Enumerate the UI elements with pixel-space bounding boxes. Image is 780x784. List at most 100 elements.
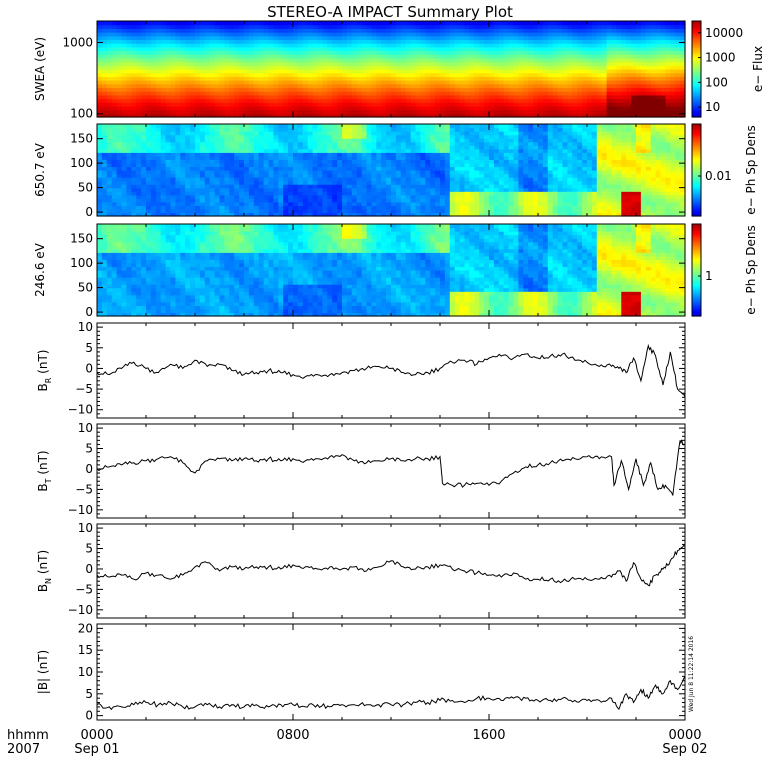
spectrogram-cell — [107, 32, 113, 36]
spectrogram-cell — [278, 106, 284, 110]
spectrogram-cell — [479, 32, 485, 36]
spectrogram-cell — [577, 36, 583, 40]
spectrogram-cell — [563, 21, 569, 25]
spectrogram-cell — [141, 181, 147, 185]
spectrogram-cell — [112, 102, 118, 106]
spectrogram-cell — [151, 36, 157, 40]
spectrogram-cell — [572, 36, 578, 40]
spectrogram-cell — [357, 181, 363, 185]
spectrogram-cell — [386, 191, 392, 195]
spectrogram-cell — [332, 99, 338, 103]
spectrogram-cell — [371, 195, 377, 199]
spectrogram-cell — [641, 43, 647, 47]
spectrogram-cell — [567, 80, 573, 84]
spectrogram-cell — [122, 174, 128, 178]
spectrogram-cell — [180, 36, 186, 40]
spectrogram-cell — [371, 43, 377, 47]
spectrogram-cell — [371, 54, 377, 58]
spectrogram-cell — [445, 73, 451, 77]
spectrogram-cell — [597, 84, 603, 88]
spectrogram-cell — [587, 99, 593, 103]
spectrogram-cell — [420, 191, 426, 195]
spectrogram-cell — [391, 195, 397, 199]
spectrogram-cell — [621, 106, 627, 110]
spectrogram-cell — [229, 87, 235, 91]
spectrogram-cell — [342, 73, 348, 77]
spectrogram-cell — [200, 91, 206, 95]
spectrogram-cell — [386, 177, 392, 181]
spectrogram-cell — [416, 195, 422, 199]
spectrogram-cell — [509, 69, 514, 73]
spectrogram-cell — [386, 91, 392, 95]
spectrogram-cell — [151, 106, 157, 110]
spectrogram-cell — [107, 76, 113, 80]
spectrogram-cell — [362, 65, 368, 69]
spectrogram-cell — [391, 124, 397, 128]
spectrogram-cell — [563, 106, 569, 110]
spectrogram-cell — [416, 177, 422, 181]
spectrogram-cell — [322, 159, 328, 163]
spectrogram-cell — [612, 69, 618, 73]
spectrogram-cell — [411, 191, 417, 195]
spectrogram-cell — [376, 51, 382, 55]
spectrogram-cell — [367, 80, 373, 84]
spectrogram-cell — [322, 76, 328, 80]
spectrogram-cell — [607, 28, 613, 32]
spectrogram-cell — [367, 152, 373, 156]
spectrogram-cell — [156, 131, 162, 135]
spectrogram-cell — [670, 58, 676, 62]
spectrogram-cell — [200, 170, 206, 174]
spectrogram-cell — [254, 80, 259, 84]
spectrogram-cell — [283, 152, 289, 156]
spectrogram-cell — [146, 135, 152, 139]
spectrogram-cell — [641, 28, 647, 32]
spectrogram-cell — [244, 205, 250, 209]
spectrogram-cell — [381, 21, 387, 25]
spectrogram-cell — [665, 106, 671, 110]
spectrogram-cell — [273, 188, 279, 192]
spectrogram-cell — [313, 47, 319, 51]
spectrogram-cell — [371, 51, 377, 55]
spectrogram-cell — [646, 106, 652, 110]
spectrogram-cell — [352, 202, 358, 206]
spectrogram-cell — [489, 69, 495, 73]
spectrogram-cell — [337, 25, 343, 29]
spectrogram-cell — [175, 32, 181, 36]
spectrogram-cell — [357, 166, 363, 170]
spectrogram-cell — [298, 91, 304, 95]
spectrogram-cell — [254, 43, 259, 47]
spectrogram-cell — [352, 28, 358, 32]
spectrogram-cell — [592, 65, 598, 69]
spectrogram-cell — [303, 95, 309, 99]
spectrogram-cell — [332, 159, 338, 163]
spectrogram-cell — [396, 25, 402, 29]
spectrogram-cell — [161, 209, 167, 213]
spectrogram-cell — [357, 177, 363, 181]
spectrogram-cell — [205, 80, 211, 84]
spectrogram-cell — [332, 73, 338, 77]
spectrogram-cell — [264, 202, 270, 206]
spectrogram-cell — [587, 51, 593, 55]
spectrogram-cell — [376, 156, 382, 160]
spectrogram-cell — [401, 106, 407, 110]
spectrogram-cell — [386, 149, 392, 153]
spectrogram-cell — [229, 28, 235, 32]
spectrogram-cell — [332, 87, 338, 91]
spectrogram-cell — [631, 51, 637, 55]
spectrogram-cell — [523, 25, 529, 29]
spectrogram-cell — [205, 58, 211, 62]
spectrogram-cell — [220, 170, 226, 174]
spectrogram-cell — [249, 28, 255, 32]
spectrogram-cell — [474, 25, 480, 29]
spectrogram-cell — [509, 62, 514, 66]
spectrogram-cell — [425, 205, 431, 209]
spectrogram-cell — [318, 174, 324, 178]
spectrogram-cell — [180, 156, 186, 160]
spectrogram-cell — [249, 62, 255, 66]
spectrogram-cell — [528, 47, 534, 51]
spectrogram-cell — [533, 76, 539, 80]
spectrogram-cell — [249, 138, 255, 142]
spectrogram-cell — [411, 28, 417, 32]
spectrogram-cell — [587, 84, 593, 88]
spectrogram-cell — [435, 43, 441, 47]
